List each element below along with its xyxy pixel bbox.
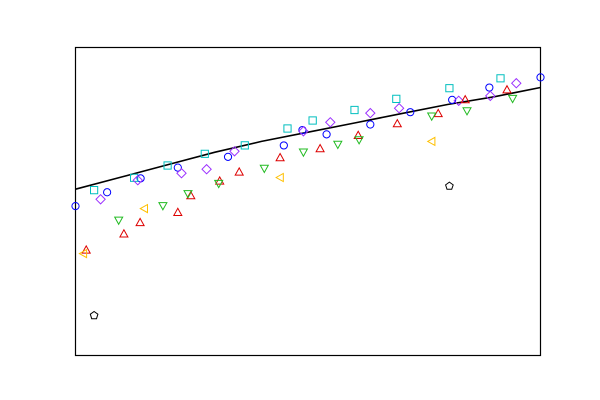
data-point-triangle-down: [426, 112, 437, 122]
series-triangle-up: [81, 84, 512, 254]
data-point-diamond: [176, 167, 187, 179]
data-point-triangle-left: [78, 248, 88, 259]
data-point-triangle-down: [259, 164, 270, 174]
data-point-triangle-down: [332, 140, 343, 150]
data-point-triangle-down: [298, 148, 309, 158]
data-point-square: [90, 186, 99, 195]
data-point-diamond: [201, 163, 212, 175]
data-point-square: [240, 141, 249, 150]
series-circle: [71, 73, 545, 211]
data-point-triangle-down: [213, 179, 224, 189]
data-point-circle: [103, 188, 112, 197]
series-triangle-left: [78, 136, 436, 259]
data-point-pentagon: [89, 310, 99, 320]
data-point-square: [130, 173, 139, 182]
plot-area-frame: [74, 46, 542, 357]
data-point-circle: [279, 141, 288, 150]
series-square: [90, 74, 505, 195]
data-point-triangle-down: [158, 202, 168, 211]
data-point-diamond: [484, 90, 496, 102]
data-point-diamond: [324, 116, 336, 128]
data-point-circle: [298, 125, 307, 135]
data-point-diamond: [453, 95, 465, 107]
data-point-triangle-up: [460, 94, 471, 104]
data-point-circle: [536, 73, 545, 82]
data-point-square: [392, 94, 401, 103]
data-point-triangle-down: [183, 190, 193, 199]
data-point-pentagon: [445, 181, 454, 190]
data-point-triangle-up: [315, 143, 325, 153]
data-point-circle: [366, 120, 375, 129]
data-point-triangle-up: [119, 228, 129, 238]
data-point-diamond: [229, 145, 240, 157]
data-point-square: [496, 74, 505, 83]
data-point-triangle-up: [172, 207, 183, 216]
data-point-square: [308, 116, 317, 125]
data-point-triangle-up: [185, 190, 196, 200]
data-point-diamond: [510, 77, 522, 89]
data-point-triangle-down: [507, 94, 518, 104]
data-point-triangle-down: [354, 136, 364, 145]
data-point-diamond: [132, 174, 144, 186]
data-point-triangle-left: [426, 136, 436, 147]
data-point-square: [200, 149, 209, 158]
reference-curve: [75, 86, 541, 190]
data-point-circle: [448, 95, 457, 104]
data-point-diamond: [95, 193, 106, 205]
data-point-square: [283, 124, 292, 133]
data-point-square: [163, 161, 172, 170]
data-point-circle: [406, 108, 415, 117]
data-point-circle: [223, 152, 233, 161]
data-point-circle: [71, 202, 80, 211]
data-point-circle: [485, 83, 494, 92]
data-point-triangle-up: [502, 84, 512, 94]
data-point-triangle-left: [139, 203, 148, 214]
chart-marks: [71, 73, 545, 320]
data-point-circle: [173, 163, 182, 172]
data-point-diamond: [364, 107, 376, 119]
data-point-triangle-down: [113, 216, 124, 226]
data-point-square: [350, 105, 359, 115]
data-point-square: [445, 84, 454, 93]
data-point-triangle-up: [353, 130, 364, 139]
series-diamond: [95, 77, 522, 205]
data-point-triangle-down: [462, 107, 472, 116]
data-point-triangle-up: [275, 152, 285, 162]
data-point-diamond: [393, 102, 405, 114]
data-point-circle: [322, 130, 331, 139]
series-pentagon: [89, 181, 454, 320]
series-triangle-down: [113, 94, 518, 226]
data-point-triangle-left: [275, 172, 284, 183]
data-point-diamond: [298, 125, 309, 137]
data-point-triangle-up: [135, 217, 145, 227]
data-point-triangle-up: [392, 118, 403, 128]
data-point-triangle-up: [234, 166, 245, 176]
